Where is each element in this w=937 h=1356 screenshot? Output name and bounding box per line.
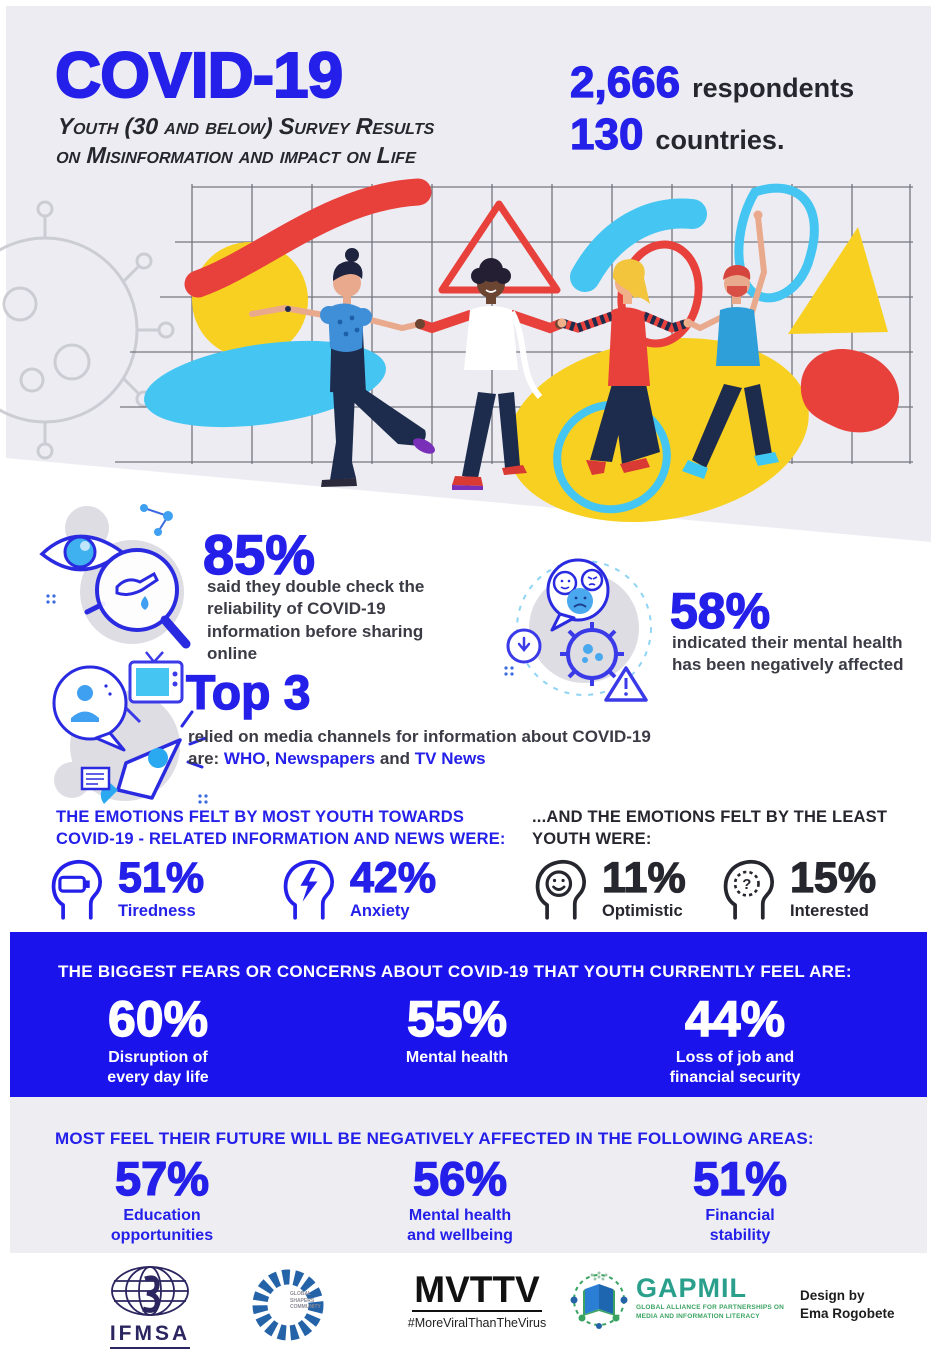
dancer-woman-blue-top bbox=[249, 248, 435, 487]
emotions-least-heading-line1: ...AND THE EMOTIONS FELT BY THE LEAST bbox=[532, 808, 888, 826]
interested-value: 15% bbox=[789, 854, 877, 902]
mvttv-logo: MVTTV #MoreViralThanTheVirus bbox=[392, 1271, 562, 1330]
footer: IFMSA GLOBAL SHAPERS COMMUNITY MVTTV #Mo… bbox=[0, 1253, 937, 1356]
optimistic-stat: 11% Optimistic bbox=[530, 856, 686, 922]
ifmsa-logo: IFMSA bbox=[88, 1265, 212, 1349]
tiredness-head-battery-icon bbox=[51, 859, 102, 920]
emotions-most-heading: THE EMOTIONS FELT BY MOST YOUTH TOWARDS … bbox=[56, 806, 506, 851]
top-media-value: Top 3 bbox=[185, 666, 311, 720]
dancer-woman-blonde bbox=[557, 259, 693, 475]
double-check-value: 85% bbox=[202, 522, 316, 586]
anxiety-label: Anxiety bbox=[350, 902, 410, 920]
global-shapers-ring-icon bbox=[252, 1269, 324, 1341]
emotions-most-heading-line2: COVID-19 - RELATED INFORMATION AND NEWS … bbox=[56, 830, 506, 849]
mvttv-label: MVTTV bbox=[412, 1269, 542, 1312]
design-credit: Design by Ema Rogobete bbox=[800, 1288, 895, 1321]
mvttv-hashtag: #MoreViralThanTheVirus bbox=[407, 1316, 547, 1330]
interested-stat: ? 15% Interested bbox=[718, 854, 877, 922]
future-impact-heading: MOST FEEL THEIR FUTURE WILL BE NEGATIVEL… bbox=[55, 1129, 814, 1148]
fear-disruption-value: 60% bbox=[107, 991, 209, 1047]
top-media-channels-line: are: WHO, Newspapers and TV News bbox=[188, 748, 768, 770]
gapmil-subtext: GLOBAL ALLIANCE FOR PARTNERSHIPS ON MEDI… bbox=[636, 1303, 785, 1320]
optimistic-head-smiley-icon bbox=[535, 859, 586, 920]
fear-job-loss-label: Loss of job and financial security bbox=[669, 1049, 801, 1086]
emotions-least-heading: ...AND THE EMOTIONS FELT BY THE LEAST YO… bbox=[532, 806, 887, 851]
fear-disruption-stat: 60% Disruption of every day life bbox=[107, 991, 209, 1088]
page-subtitle: Youth (30 and below) Survey Results on M… bbox=[55, 112, 528, 170]
dancer-man-white-shirt bbox=[415, 258, 565, 490]
channel-who: WHO bbox=[223, 749, 266, 769]
fear-job-loss-value: 44% bbox=[684, 991, 786, 1047]
fear-mental-health-label: Mental health bbox=[405, 1049, 509, 1066]
respondents-value: 2,666 bbox=[569, 57, 681, 107]
emotions-least-heading-line2: YOUTH WERE: bbox=[532, 830, 652, 849]
virus-outline-decoration bbox=[0, 200, 175, 460]
fear-mental-health-value: 55% bbox=[406, 991, 508, 1047]
respondents-stat: 2,666 respondents bbox=[569, 57, 855, 108]
respondents-label: respondents bbox=[692, 73, 855, 103]
subtitle-line-1: Youth (30 and below) Survey Results bbox=[57, 113, 436, 139]
countries-value: 130 bbox=[569, 109, 644, 159]
global-shapers-label: GLOBAL SHAPERS COMMUNITY bbox=[290, 1291, 321, 1310]
future-financial-label: Financial stability bbox=[705, 1207, 775, 1244]
tiredness-stat: 51% Tiredness bbox=[46, 854, 205, 922]
gapmil-book-icon bbox=[570, 1271, 628, 1329]
and-label: and bbox=[375, 749, 415, 769]
mental-health-value: 58% bbox=[669, 582, 771, 639]
tiredness-label: Tiredness bbox=[118, 902, 196, 920]
future-impact-section: MOST FEEL THEIR FUTURE WILL BE NEGATIVEL… bbox=[10, 1097, 927, 1253]
channel-separator: , bbox=[265, 749, 275, 769]
ifmsa-globe-icon bbox=[111, 1266, 189, 1316]
future-mental-health-stat: 56% Mental health and wellbeing bbox=[407, 1152, 513, 1246]
double-check-description: said they double check the reliability o… bbox=[207, 577, 425, 664]
optimistic-label: Optimistic bbox=[602, 902, 683, 920]
top-media-description: relied on media channels for information… bbox=[188, 726, 768, 771]
are-label: are: bbox=[188, 749, 224, 769]
future-mental-health-value: 56% bbox=[412, 1152, 508, 1205]
future-education-value: 57% bbox=[114, 1152, 210, 1205]
gapmil-logo: GAPMIL GLOBAL ALLIANCE FOR PARTNERSHIPS … bbox=[568, 1267, 786, 1329]
biggest-fears-section: THE BIGGEST FEARS OR CONCERNS ABOUT COVI… bbox=[10, 932, 927, 1097]
dancing-people-illustration bbox=[0, 178, 913, 523]
interested-label: Interested bbox=[790, 902, 869, 920]
future-mental-health-label: Mental health and wellbeing bbox=[407, 1207, 513, 1244]
abstract-shapes bbox=[144, 178, 900, 523]
header-stats: 2,666 respondents 130 countries. bbox=[569, 57, 855, 162]
fact-check-eye-magnifier-icon bbox=[39, 504, 191, 649]
fear-mental-health-stat: 55% Mental health bbox=[405, 991, 509, 1068]
anxiety-stat: 42% Anxiety bbox=[278, 854, 437, 922]
emotions-most-heading-line1: THE EMOTIONS FELT BY MOST YOUTH TOWARDS bbox=[56, 808, 465, 826]
countries-label: countries. bbox=[655, 125, 785, 155]
biggest-fears-heading: THE BIGGEST FEARS OR CONCERNS ABOUT COVI… bbox=[58, 962, 852, 981]
channel-tv-news: TV News bbox=[414, 749, 486, 769]
optimistic-value: 11% bbox=[601, 854, 686, 902]
countries-stat: 130 countries. bbox=[569, 109, 854, 160]
channel-newspapers: Newspapers bbox=[274, 749, 376, 769]
mental-health-description: indicated their mental health has been n… bbox=[672, 633, 904, 675]
future-education-stat: 57% Education opportunities bbox=[110, 1152, 214, 1246]
future-financial-stat: 51% Financial stability bbox=[692, 1152, 788, 1246]
future-education-label: Education opportunities bbox=[110, 1207, 214, 1244]
ifmsa-label: IFMSA bbox=[109, 1322, 191, 1349]
question-mark-glyph: ? bbox=[742, 877, 751, 893]
dancer-man-blue-shirt bbox=[682, 210, 779, 479]
tiredness-value: 51% bbox=[117, 854, 205, 902]
future-financial-value: 51% bbox=[692, 1152, 788, 1205]
page-title: COVID-19 bbox=[54, 38, 344, 112]
anxiety-value: 42% bbox=[349, 854, 437, 902]
fear-disruption-label: Disruption of every day life bbox=[107, 1049, 209, 1086]
mental-health-virus-icon bbox=[504, 558, 652, 702]
gapmil-label: GAPMIL bbox=[636, 1272, 747, 1303]
global-shapers-logo: GLOBAL SHAPERS COMMUNITY bbox=[246, 1261, 334, 1354]
interested-head-question-icon: ? bbox=[723, 859, 774, 920]
fear-job-loss-stat: 44% Loss of job and financial security bbox=[669, 991, 801, 1088]
top-media-description-line: relied on media channels for information… bbox=[188, 727, 651, 746]
anxiety-head-lightning-icon bbox=[283, 859, 334, 920]
media-channels-megaphone-icon bbox=[52, 651, 208, 804]
